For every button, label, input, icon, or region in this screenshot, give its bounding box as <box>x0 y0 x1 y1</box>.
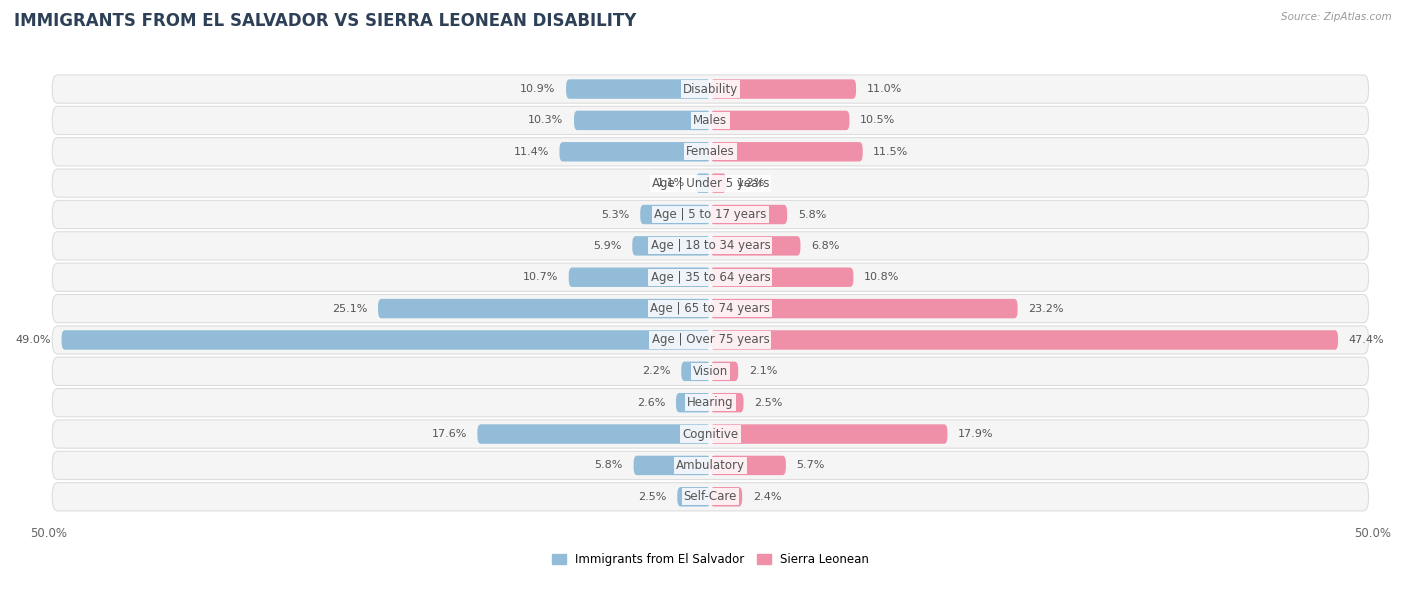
FancyBboxPatch shape <box>52 200 1368 229</box>
Text: Females: Females <box>686 145 735 159</box>
FancyBboxPatch shape <box>710 80 856 99</box>
Text: 5.8%: 5.8% <box>797 209 827 220</box>
FancyBboxPatch shape <box>682 362 710 381</box>
Text: Males: Males <box>693 114 727 127</box>
Text: 25.1%: 25.1% <box>332 304 367 313</box>
Text: 2.6%: 2.6% <box>637 398 665 408</box>
Text: 1.2%: 1.2% <box>737 178 765 188</box>
Text: 17.9%: 17.9% <box>957 429 994 439</box>
FancyBboxPatch shape <box>52 138 1368 166</box>
Text: 2.5%: 2.5% <box>754 398 783 408</box>
Text: Source: ZipAtlas.com: Source: ZipAtlas.com <box>1281 12 1392 22</box>
FancyBboxPatch shape <box>378 299 710 318</box>
Text: 10.5%: 10.5% <box>860 116 896 125</box>
Text: Self-Care: Self-Care <box>683 490 737 503</box>
Text: 10.7%: 10.7% <box>523 272 558 282</box>
Text: 5.7%: 5.7% <box>796 460 825 471</box>
FancyBboxPatch shape <box>710 173 727 193</box>
FancyBboxPatch shape <box>52 389 1368 417</box>
FancyBboxPatch shape <box>52 75 1368 103</box>
FancyBboxPatch shape <box>696 173 710 193</box>
Text: 2.1%: 2.1% <box>749 367 778 376</box>
FancyBboxPatch shape <box>52 483 1368 511</box>
Text: 47.4%: 47.4% <box>1348 335 1385 345</box>
FancyBboxPatch shape <box>710 393 744 412</box>
FancyBboxPatch shape <box>574 111 710 130</box>
Text: IMMIGRANTS FROM EL SALVADOR VS SIERRA LEONEAN DISABILITY: IMMIGRANTS FROM EL SALVADOR VS SIERRA LE… <box>14 12 637 30</box>
FancyBboxPatch shape <box>52 232 1368 260</box>
FancyBboxPatch shape <box>52 169 1368 197</box>
Text: Cognitive: Cognitive <box>682 428 738 441</box>
Text: 23.2%: 23.2% <box>1028 304 1064 313</box>
FancyBboxPatch shape <box>676 393 710 412</box>
Text: 10.3%: 10.3% <box>529 116 564 125</box>
FancyBboxPatch shape <box>710 330 1339 349</box>
FancyBboxPatch shape <box>710 267 853 287</box>
FancyBboxPatch shape <box>710 456 786 475</box>
FancyBboxPatch shape <box>62 330 710 349</box>
Text: Age | 65 to 74 years: Age | 65 to 74 years <box>651 302 770 315</box>
FancyBboxPatch shape <box>52 294 1368 323</box>
Text: 11.0%: 11.0% <box>866 84 901 94</box>
FancyBboxPatch shape <box>52 451 1368 480</box>
FancyBboxPatch shape <box>52 420 1368 448</box>
Text: Ambulatory: Ambulatory <box>676 459 745 472</box>
Text: Age | 18 to 34 years: Age | 18 to 34 years <box>651 239 770 252</box>
FancyBboxPatch shape <box>567 80 710 99</box>
FancyBboxPatch shape <box>52 106 1368 135</box>
FancyBboxPatch shape <box>710 424 948 444</box>
Text: 10.8%: 10.8% <box>865 272 900 282</box>
FancyBboxPatch shape <box>710 142 863 162</box>
Text: 17.6%: 17.6% <box>432 429 467 439</box>
Text: 2.2%: 2.2% <box>643 367 671 376</box>
Text: 5.3%: 5.3% <box>602 209 630 220</box>
Text: 6.8%: 6.8% <box>811 241 839 251</box>
Text: Vision: Vision <box>693 365 728 378</box>
FancyBboxPatch shape <box>710 111 849 130</box>
Text: Age | Under 5 years: Age | Under 5 years <box>651 177 769 190</box>
FancyBboxPatch shape <box>633 236 710 256</box>
Text: Hearing: Hearing <box>688 396 734 409</box>
Text: Age | 35 to 64 years: Age | 35 to 64 years <box>651 271 770 284</box>
Text: 5.9%: 5.9% <box>593 241 621 251</box>
FancyBboxPatch shape <box>52 263 1368 291</box>
FancyBboxPatch shape <box>568 267 710 287</box>
FancyBboxPatch shape <box>634 456 710 475</box>
FancyBboxPatch shape <box>710 487 742 507</box>
FancyBboxPatch shape <box>52 357 1368 386</box>
FancyBboxPatch shape <box>710 205 787 224</box>
FancyBboxPatch shape <box>52 326 1368 354</box>
Text: 10.9%: 10.9% <box>520 84 555 94</box>
Text: Disability: Disability <box>683 83 738 95</box>
FancyBboxPatch shape <box>710 236 800 256</box>
Text: 5.8%: 5.8% <box>595 460 623 471</box>
FancyBboxPatch shape <box>560 142 710 162</box>
FancyBboxPatch shape <box>640 205 710 224</box>
FancyBboxPatch shape <box>710 299 1018 318</box>
FancyBboxPatch shape <box>478 424 710 444</box>
Text: 2.4%: 2.4% <box>752 492 782 502</box>
FancyBboxPatch shape <box>710 362 738 381</box>
Text: Age | Over 75 years: Age | Over 75 years <box>651 334 769 346</box>
Text: Age | 5 to 17 years: Age | 5 to 17 years <box>654 208 766 221</box>
Text: 49.0%: 49.0% <box>15 335 51 345</box>
Text: 1.1%: 1.1% <box>657 178 685 188</box>
Text: 11.5%: 11.5% <box>873 147 908 157</box>
Text: 2.5%: 2.5% <box>638 492 666 502</box>
FancyBboxPatch shape <box>678 487 710 507</box>
Legend: Immigrants from El Salvador, Sierra Leonean: Immigrants from El Salvador, Sierra Leon… <box>547 548 873 571</box>
Text: 11.4%: 11.4% <box>513 147 548 157</box>
